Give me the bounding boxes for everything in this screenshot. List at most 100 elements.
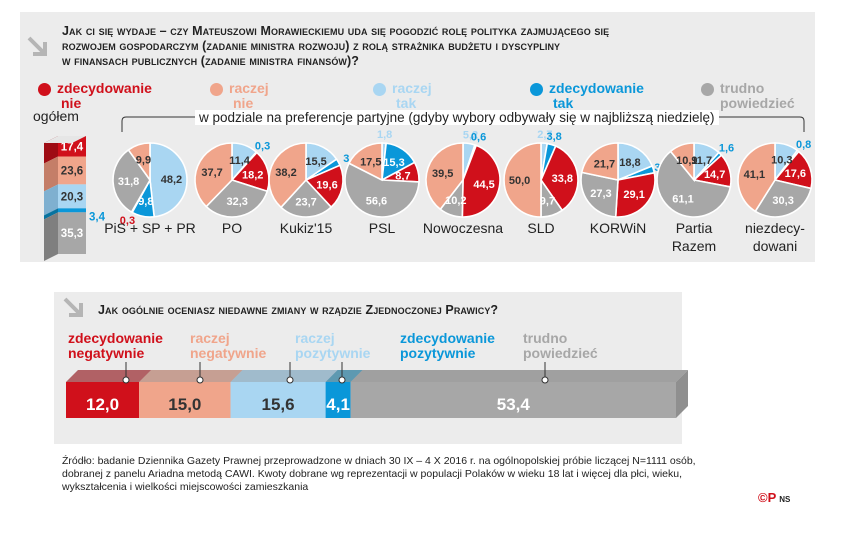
legend-label: zdecydowanie — [400, 330, 495, 346]
pie-label-raczej-tak: 18,8 — [619, 157, 640, 169]
legend-label: tak — [553, 95, 574, 111]
legend-label: trudno — [523, 330, 568, 346]
overall-bar-label-zdecydowanie-tak: 3,4 — [89, 211, 106, 223]
credit: ©P NS — [758, 490, 790, 505]
pie-label-trudno: 9,7 — [540, 195, 555, 207]
pie-label-raczej-nie: 39,5 — [432, 168, 453, 180]
legend-label: zdecydowanie — [68, 330, 163, 346]
pie-8: 11,7 1,6 14,7 61,1 10,9 Partia Razem — [656, 142, 734, 254]
pie-label-trudno: 27,3 — [590, 188, 611, 200]
pie-label-raczej-nie: 17,5 — [360, 157, 381, 169]
legend-dot-trudno — [701, 83, 714, 96]
overall-bar-side-raczej-tak — [44, 184, 58, 216]
pie-label-zdecydowanie-tak: 0,3 — [255, 141, 270, 153]
source-note: Źródło: badanie Dziennika Gazety Prawnej… — [62, 455, 762, 494]
pie-slice-raczej-nie — [503, 142, 542, 218]
overall-bar-side-zdecydowanie-tak — [44, 208, 58, 220]
pie-6: 2,73,8 33,8 9,7 50,0 SLD — [503, 129, 579, 236]
legend-dot-zdecydowanie-nie — [38, 83, 51, 96]
source-line3: wykształcenia i wielkości miejscowości z… — [62, 481, 309, 493]
credit-mark: ©P — [758, 490, 777, 505]
pie-label-zdecydowanie-nie: 17,6 — [785, 168, 806, 180]
legend-label: raczej — [392, 80, 432, 96]
pie-label-zdecydowanie-tak: 3,8 — [546, 131, 561, 143]
pie-label-raczej-nie: 21,7 — [594, 158, 615, 170]
pie-name: Partia — [676, 220, 713, 236]
pie-label-trudno: 23,7 — [295, 196, 316, 208]
pie-label-raczej-tak: 2,7 — [537, 129, 552, 141]
question1-panel — [20, 12, 815, 262]
question1-title-line1: Jak ci się wydaje – czy Mateuszowi Moraw… — [62, 24, 610, 38]
legend-label: nie — [61, 95, 82, 111]
legend-label: tak — [396, 95, 417, 111]
q2-pointer-dot — [541, 376, 549, 384]
overall-bar-chart: 17,4 23,6 20,3 3,4 35,3 — [44, 136, 106, 261]
q2-bar-end — [676, 370, 688, 418]
pie-slice-zdecydowanie-nie — [540, 144, 579, 212]
pie-name: dowani — [753, 238, 797, 254]
q2-pointer-dot — [196, 376, 204, 384]
pie-label-trudno: 30,3 — [772, 195, 793, 207]
source-line1: Źródło: badanie Dziennika Gazety Prawnej… — [62, 455, 696, 467]
legend-label: powiedzieć — [523, 345, 598, 361]
legend-label: negatywnie — [190, 345, 267, 361]
pie-slice-raczej-tak — [149, 142, 188, 218]
legend2-trudno: trudno powiedzieć — [523, 331, 598, 361]
question1-title-line3: w finansach publicznych (zadanie ministr… — [62, 54, 360, 68]
pie-slice-trudno — [112, 148, 151, 214]
pie-label-raczej-tak: 10,3 — [771, 155, 792, 167]
overall-bar-label-zdecydowanie-nie: 17,4 — [61, 141, 84, 153]
legend-label: pozytywnie — [295, 345, 371, 361]
pie-name: PSL — [369, 220, 396, 236]
pie-name: PiS + SP + PR — [104, 220, 196, 236]
credit-initials: NS — [779, 495, 791, 504]
overall-bar-segment-trudno — [58, 212, 86, 254]
q2-bar-top-zdecydowanie-nie — [66, 370, 152, 382]
legend-label: raczej — [190, 330, 230, 346]
pie-label-raczej-tak: 11,4 — [229, 155, 251, 167]
pie-9: 10,3 0,8 17,6 30,3 41,1 niezdecy-dowani — [737, 139, 813, 254]
pie-label-trudno: 10,2 — [445, 195, 466, 207]
legend-label: zdecydowanie — [549, 80, 644, 96]
legend-trudno: trudno powiedzieć — [720, 81, 795, 111]
pie-label-raczej-nie: 10,9 — [676, 155, 697, 167]
pie-label-zdecydowanie-tak: 0,8 — [796, 139, 811, 151]
question2-panel — [54, 292, 682, 444]
q2-bar-segment-raczej-tak — [230, 382, 326, 418]
pie-name: KORWiN — [590, 220, 647, 236]
legend-label: raczej — [295, 330, 335, 346]
legend2-raczej-pozytywnie: raczej pozytywnie — [295, 331, 370, 361]
q2-bar-segment-zdecydowanie-tak — [325, 382, 351, 418]
arrow-icon — [63, 297, 83, 317]
legend-label: raczej — [229, 80, 269, 96]
pie-slice-raczej-tak — [617, 142, 654, 182]
question1-title-line2: rozwojem gospodarczym (zadanie ministra … — [62, 39, 561, 53]
pie-label-trudno: 61,1 — [672, 193, 693, 205]
pie-label-zdecydowanie-nie: 8,7 — [395, 170, 410, 182]
pie-slice-trudno — [279, 178, 333, 218]
pie-slice-raczej-nie — [580, 142, 619, 181]
pie-subtitle: w podziale na preferencje partyjne (gdyb… — [195, 110, 719, 125]
pie-label-zdecydowanie-nie: 33,8 — [552, 173, 573, 185]
q2-bar-segment-zdecydowanie-nie — [66, 382, 140, 418]
q2-bar-label-trudno: 53,4 — [497, 395, 531, 414]
q2-bar-label-zdecydowanie-tak: 4,1 — [326, 395, 350, 414]
pie-slice-raczej-nie — [347, 142, 383, 182]
arrow-icon — [27, 36, 47, 56]
overall-bar-segment-raczej-tak — [58, 184, 86, 209]
pie-label-raczej-nie: 37,7 — [201, 167, 222, 179]
pie-label-raczej-tak: 5,2 — [463, 130, 478, 142]
q2-bar-label-zdecydowanie-nie: 12,0 — [86, 395, 119, 414]
pie-slice-trudno — [205, 179, 269, 218]
pie-label-zdecydowanie-tak: 3 — [343, 153, 349, 165]
pie-name: SLD — [527, 220, 554, 236]
legend-dot-zdecydowanie-tak — [530, 83, 543, 96]
pie-slice-raczej-nie — [268, 142, 307, 209]
question2-title: Jak ogólnie oceniasz niedawne zmiany w r… — [98, 303, 499, 317]
pie-label-raczej-nie: 38,2 — [275, 167, 296, 179]
legend2-raczej-negatywnie: raczej negatywnie — [190, 331, 266, 361]
pie-label-zdecydowanie-nie: 18,2 — [242, 169, 263, 181]
q2-bar-label-raczej-nie: 15,0 — [168, 395, 201, 414]
overall-bar-label-raczej-tak: 20,3 — [61, 191, 83, 203]
